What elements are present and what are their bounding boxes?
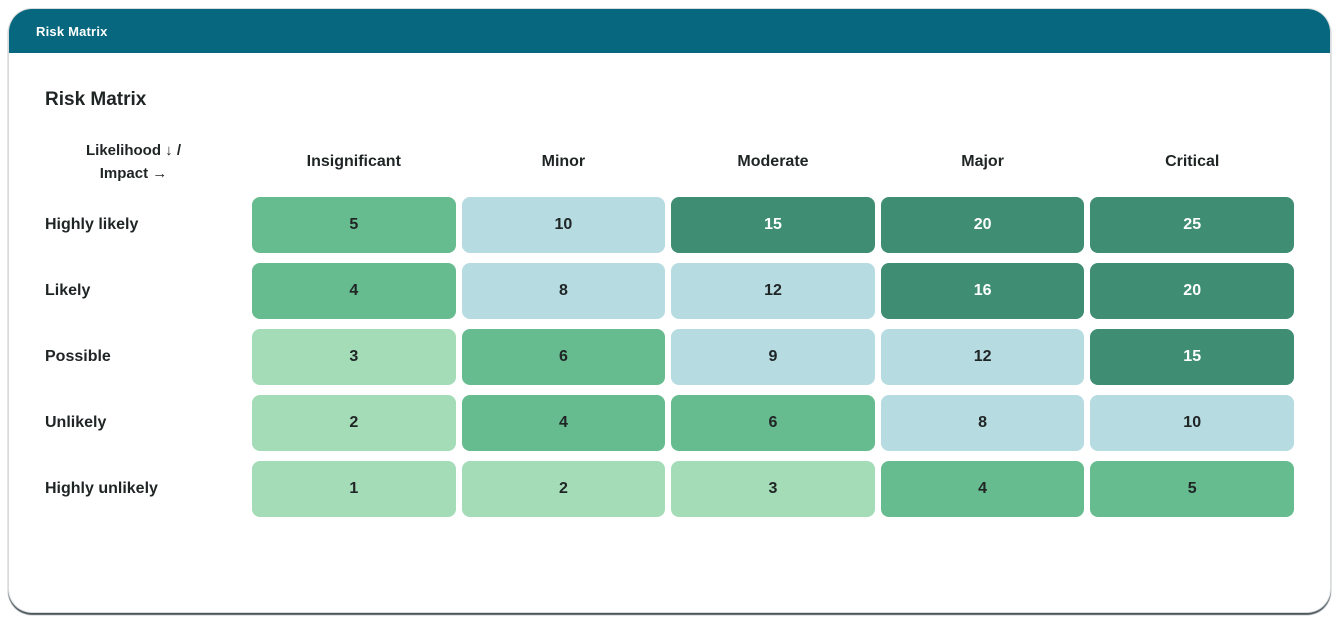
matrix-cell[interactable]: 15 bbox=[671, 197, 875, 253]
matrix-cell[interactable]: 10 bbox=[461, 197, 666, 253]
column-header-critical: Critical bbox=[1165, 153, 1220, 170]
matrix-cell[interactable]: 20 bbox=[1090, 263, 1294, 319]
matrix-cell[interactable]: 1 bbox=[252, 461, 456, 517]
risk-matrix-grid: Likelihood ↓ / Impact → Insignificant Mi… bbox=[45, 137, 1294, 517]
column-header-major: Major bbox=[961, 153, 1004, 170]
matrix-cell[interactable]: 8 bbox=[880, 395, 1085, 451]
matrix-cell[interactable]: 16 bbox=[880, 263, 1085, 319]
titlebar-title: Risk Matrix bbox=[36, 23, 108, 39]
column-header-minor: Minor bbox=[541, 153, 586, 170]
column-header-insignificant: Insignificant bbox=[306, 153, 401, 170]
matrix-cell[interactable]: 5 bbox=[252, 197, 456, 253]
matrix-cell[interactable]: 20 bbox=[880, 197, 1085, 253]
row-label-highly-unlikely: Highly unlikely bbox=[45, 480, 158, 497]
matrix-cell[interactable]: 12 bbox=[880, 329, 1085, 385]
matrix-cell[interactable]: 25 bbox=[1090, 197, 1294, 253]
content-area: Risk Matrix Likelihood ↓ / Impact → Insi… bbox=[9, 53, 1330, 517]
matrix-cell[interactable]: 6 bbox=[461, 329, 666, 385]
matrix-cell[interactable]: 6 bbox=[671, 395, 875, 451]
matrix-cell[interactable]: 5 bbox=[1090, 461, 1294, 517]
matrix-cell[interactable]: 3 bbox=[252, 329, 456, 385]
row-label-possible: Possible bbox=[45, 348, 111, 365]
matrix-cell[interactable]: 8 bbox=[461, 263, 666, 319]
page-title: Risk Matrix bbox=[45, 89, 147, 110]
matrix-cell[interactable]: 9 bbox=[671, 329, 875, 385]
corner-label: Likelihood ↓ / Impact → bbox=[45, 139, 246, 186]
matrix-cell[interactable]: 15 bbox=[1090, 329, 1294, 385]
matrix-cell[interactable]: 2 bbox=[252, 395, 456, 451]
row-label-unlikely: Unlikely bbox=[45, 414, 107, 431]
matrix-cell[interactable]: 10 bbox=[1090, 395, 1294, 451]
matrix-cell[interactable]: 4 bbox=[252, 263, 456, 319]
matrix-cell[interactable]: 2 bbox=[461, 461, 666, 517]
corner-label-line2: Impact → bbox=[99, 165, 168, 182]
corner-label-line1: Likelihood ↓ / bbox=[85, 141, 181, 159]
risk-matrix-card: Risk Matrix Risk Matrix Likelihood ↓ / I… bbox=[8, 8, 1331, 613]
matrix-cell[interactable]: 4 bbox=[461, 395, 666, 451]
row-label-highly-likely: Highly likely bbox=[45, 216, 139, 233]
titlebar: Risk Matrix bbox=[9, 9, 1330, 53]
column-header-moderate: Moderate bbox=[737, 153, 809, 170]
matrix-cell[interactable]: 4 bbox=[880, 461, 1085, 517]
matrix-cell[interactable]: 12 bbox=[671, 263, 875, 319]
row-label-likely: Likely bbox=[45, 282, 91, 299]
matrix-cell[interactable]: 3 bbox=[671, 461, 875, 517]
